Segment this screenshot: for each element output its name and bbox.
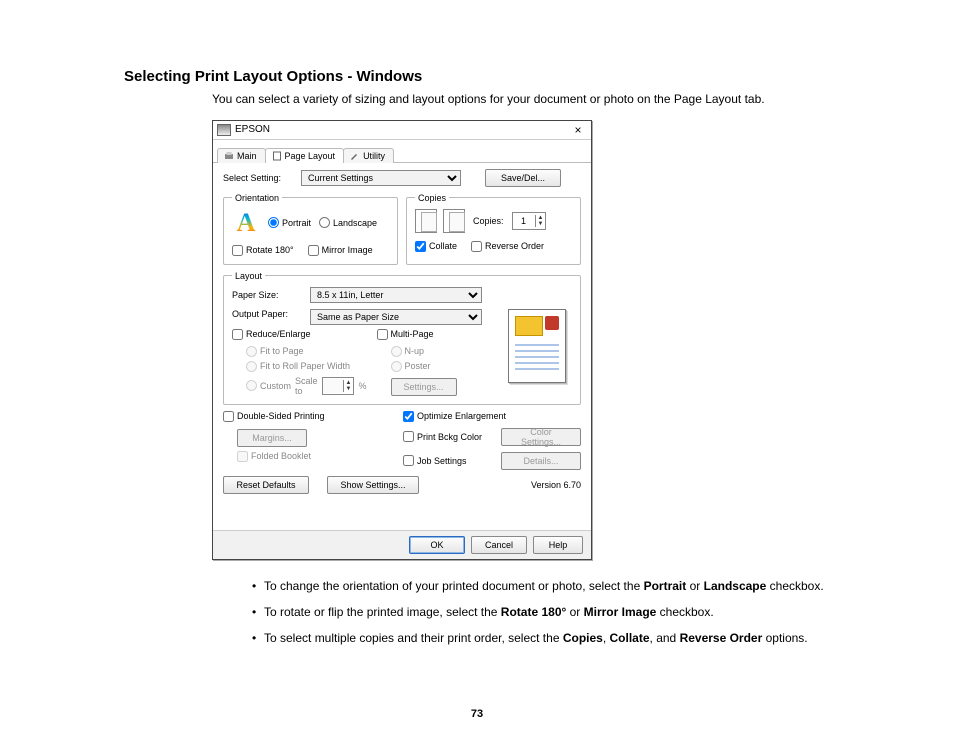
- close-icon[interactable]: ×: [569, 124, 587, 136]
- output-paper-dropdown[interactable]: Same as Paper Size: [310, 309, 482, 325]
- job-settings-checkbox[interactable]: Job Settings: [403, 455, 493, 466]
- cancel-button[interactable]: Cancel: [471, 536, 527, 554]
- dialog-bottom-bar: OK Cancel Help: [213, 530, 591, 559]
- tab-page-layout[interactable]: Page Layout: [265, 148, 345, 163]
- copies-group: Copies Copies: ▲▼ Collate Reverse Order: [406, 193, 581, 265]
- fit-to-roll-radio[interactable]: Fit to Roll Paper Width: [246, 361, 367, 372]
- orientation-group: Orientation A Portrait Landscape Rotate …: [223, 193, 398, 265]
- print-bckg-color-checkbox[interactable]: Print Bckg Color: [403, 431, 493, 442]
- copies-spinner[interactable]: ▲▼: [512, 212, 547, 230]
- margins-button[interactable]: Margins...: [237, 429, 307, 447]
- window-title: EPSON: [235, 124, 270, 135]
- reset-defaults-button[interactable]: Reset Defaults: [223, 476, 309, 494]
- details-button[interactable]: Details...: [501, 452, 581, 470]
- collate-checkbox[interactable]: Collate: [415, 241, 457, 252]
- titlebar: EPSON ×: [213, 121, 591, 140]
- printer-icon: [217, 124, 231, 136]
- reduce-enlarge-checkbox[interactable]: Reduce/Enlarge: [232, 329, 311, 340]
- optimize-enlargement-checkbox[interactable]: Optimize Enlargement: [403, 411, 581, 422]
- page-layout-tab-icon: [272, 151, 282, 161]
- output-paper-label: Output Paper:: [232, 309, 304, 319]
- orientation-legend: Orientation: [232, 193, 282, 203]
- multi-page-checkbox[interactable]: Multi-Page: [377, 329, 434, 340]
- collate-preview-icon: [415, 209, 465, 233]
- mirror-image-checkbox[interactable]: Mirror Image: [308, 245, 373, 256]
- page-intro: You can select a variety of sizing and l…: [212, 91, 854, 108]
- utility-tab-icon: [350, 151, 360, 161]
- tab-main[interactable]: Main: [217, 148, 266, 163]
- copies-legend: Copies: [415, 193, 449, 203]
- custom-scale-radio[interactable]: Custom: [246, 380, 291, 391]
- scale-to-label: Scale to: [295, 376, 318, 396]
- ok-button[interactable]: OK: [409, 536, 465, 554]
- print-dialog: EPSON × Main Page Layout Utili: [212, 120, 592, 560]
- paper-size-dropdown[interactable]: 8.5 x 11in, Letter: [310, 287, 482, 303]
- version-label: Version 6.70: [531, 480, 581, 490]
- save-del-button[interactable]: Save/Del...: [485, 169, 561, 187]
- bullet-3: To select multiple copies and their prin…: [252, 630, 854, 646]
- copies-label: Copies:: [473, 216, 504, 226]
- page-title: Selecting Print Layout Options - Windows: [124, 68, 854, 85]
- percent-label: %: [358, 381, 366, 391]
- layout-legend: Layout: [232, 271, 265, 281]
- portrait-radio[interactable]: Portrait: [268, 217, 311, 228]
- instructions-list: To change the orientation of your printe…: [212, 578, 854, 647]
- page-number: 73: [0, 708, 954, 720]
- orientation-preview-icon: A: [232, 209, 260, 237]
- scale-spinner[interactable]: ▲▼: [322, 377, 355, 395]
- folded-booklet-checkbox[interactable]: Folded Booklet: [237, 451, 395, 462]
- tabs: Main Page Layout Utility: [213, 140, 591, 163]
- paper-size-label: Paper Size:: [232, 290, 304, 300]
- bullet-1: To change the orientation of your printe…: [252, 578, 854, 594]
- layout-group: Layout Paper Size: 8.5 x 11in, Letter Ou…: [223, 271, 581, 405]
- nup-radio[interactable]: N-up: [391, 346, 505, 357]
- select-setting-dropdown[interactable]: Current Settings: [301, 170, 461, 186]
- help-button[interactable]: Help: [533, 536, 583, 554]
- printer-tab-icon: [224, 151, 234, 161]
- layout-settings-button[interactable]: Settings...: [391, 378, 457, 396]
- show-settings-button[interactable]: Show Settings...: [327, 476, 419, 494]
- fit-to-page-radio[interactable]: Fit to Page: [246, 346, 367, 357]
- landscape-radio[interactable]: Landscape: [319, 217, 377, 228]
- rotate-180-checkbox[interactable]: Rotate 180°: [232, 245, 294, 256]
- double-sided-checkbox[interactable]: Double-Sided Printing: [223, 411, 325, 422]
- reverse-order-checkbox[interactable]: Reverse Order: [471, 241, 544, 252]
- layout-preview-icon: [508, 309, 566, 383]
- select-setting-label: Select Setting:: [223, 173, 295, 183]
- bullet-2: To rotate or flip the printed image, sel…: [252, 604, 854, 620]
- poster-radio[interactable]: Poster: [391, 361, 505, 372]
- tab-utility[interactable]: Utility: [343, 148, 394, 163]
- color-settings-button[interactable]: Color Settings...: [501, 428, 581, 446]
